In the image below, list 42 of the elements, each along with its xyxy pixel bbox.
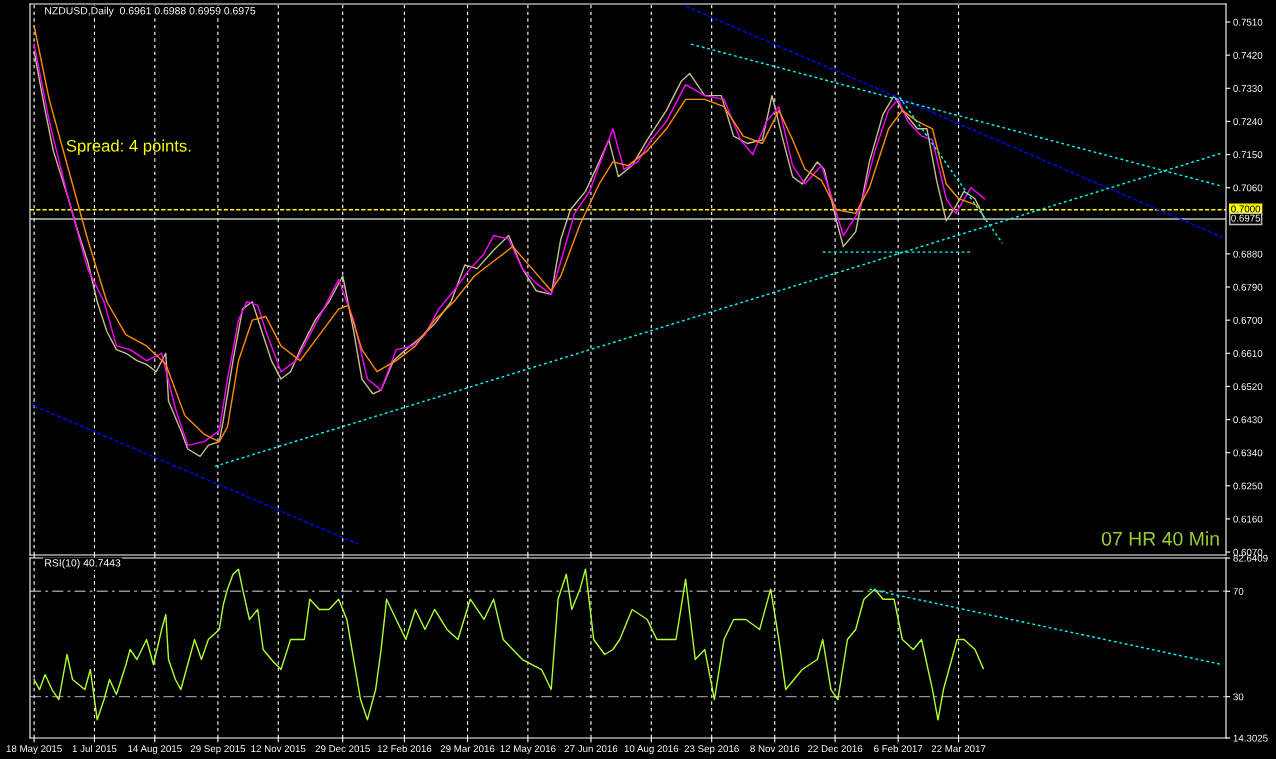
- y-tick-label: 82.6409: [1233, 554, 1268, 562]
- x-tick-label: 23 Sep 2016: [684, 745, 739, 755]
- x-tick-label: 29 Sep 2015: [190, 745, 246, 755]
- x-tick-label: 29 Dec 2015: [315, 745, 370, 753]
- y-tick-label: 0.6880: [1233, 250, 1263, 258]
- x-tick-label: 6 Feb 2017: [874, 744, 923, 753]
- x-tick-label: 18 May 2015: [6, 745, 62, 755]
- y-tick-label: 0.7060: [1233, 184, 1263, 192]
- y-tick-label: 0.7240: [1233, 118, 1263, 126]
- x-tick-label: 14 Aug 2015: [128, 745, 182, 755]
- ref-line-label: 0.6975: [1231, 214, 1261, 222]
- y-tick-label: 0.6070: [1233, 548, 1263, 556]
- y-tick-label: 0.7420: [1233, 51, 1263, 59]
- y-tick-label: 0.7510: [1233, 18, 1263, 26]
- annotation: Spread: 4 points.: [66, 139, 191, 156]
- ref-line-label: 0.7000: [1231, 205, 1261, 213]
- x-tick-label: 10 Aug 2016: [624, 745, 679, 755]
- y-tick-label: 14.3025: [1233, 734, 1268, 742]
- y-tick-label: 0.6340: [1233, 449, 1263, 457]
- y-tick-label: 0.6610: [1233, 350, 1263, 357]
- y-tick-label: 30: [1233, 693, 1244, 701]
- y-tick-label: 0.7150: [1233, 151, 1263, 159]
- chart-title: NZDUSD,Daily 0.6961 0.6988 0.6959 0.6975: [45, 6, 256, 17]
- y-tick-label: 0.6520: [1233, 383, 1263, 391]
- y-tick-label: 0.6700: [1233, 316, 1263, 324]
- x-tick-label: 8 Nov 2016: [750, 745, 800, 753]
- x-tick-label: 27 Jun 2016: [564, 745, 618, 753]
- y-tick-label: 0.6790: [1233, 283, 1263, 291]
- x-tick-label: 29 Mar 2016: [440, 745, 495, 753]
- x-tick-label: 12 May 2016: [500, 745, 556, 755]
- x-tick-label: 1 Jul 2015: [72, 744, 117, 753]
- y-tick-label: 0.6160: [1233, 515, 1263, 523]
- y-tick-label: 0.6430: [1233, 416, 1263, 424]
- chart-title: RSI(10) 40.7443: [45, 558, 121, 569]
- x-tick-label: 12 Nov 2015: [251, 745, 306, 753]
- annotation: 07 HR 40 Min: [1101, 531, 1219, 546]
- x-tick-label: 12 Feb 2016: [377, 744, 432, 753]
- y-tick-label: 70: [1233, 588, 1244, 595]
- x-tick-label: 22 Mar 2017: [931, 745, 986, 753]
- y-tick-label: 0.7330: [1233, 85, 1263, 92]
- x-tick-label: 22 Dec 2016: [808, 745, 863, 753]
- y-tick-label: 0.6250: [1233, 482, 1263, 490]
